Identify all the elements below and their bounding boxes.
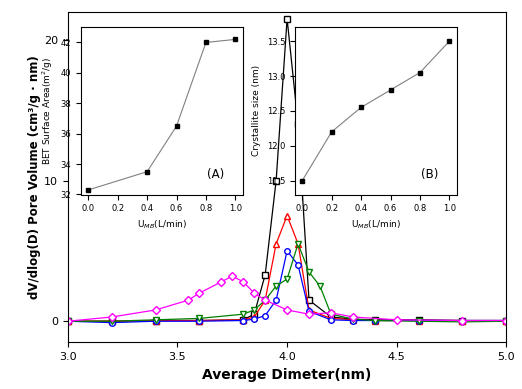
Text: (A): (A) [207,168,224,181]
Text: (B): (B) [421,168,438,181]
Y-axis label: BET Surface Area(m$^{2}$/g): BET Surface Area(m$^{2}$/g) [41,57,55,165]
Y-axis label: Crystallite size (nm): Crystallite size (nm) [252,65,261,156]
X-axis label: Average Dimeter(nm): Average Dimeter(nm) [203,368,372,382]
X-axis label: U$_{MB}$(L/min): U$_{MB}$(L/min) [137,219,187,231]
X-axis label: U$_{MB}$(L/min): U$_{MB}$(L/min) [351,219,401,231]
Y-axis label: dV/dlog(D) Pore Volume (cm³/g · nm): dV/dlog(D) Pore Volume (cm³/g · nm) [28,55,41,299]
